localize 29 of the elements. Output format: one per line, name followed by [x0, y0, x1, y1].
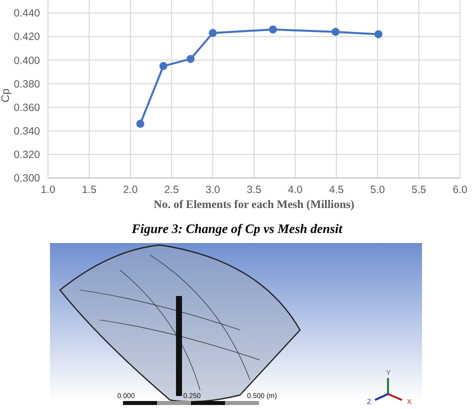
- y-tick-label: 0.320: [14, 149, 40, 162]
- y-tick-label: 0.300: [14, 172, 40, 185]
- x-tick-label: 4.0: [288, 184, 303, 196]
- point: [208, 29, 217, 38]
- y-axis-title: Cp: [0, 88, 12, 103]
- x-tick-label: 5.5: [411, 184, 426, 196]
- x-tick-label: 1.5: [82, 184, 97, 196]
- y-tick-label: 0.440: [14, 8, 40, 20]
- y-tick-label: 0.420: [14, 31, 40, 44]
- y-tick-label: 0.340: [14, 126, 40, 138]
- point: [159, 62, 168, 70]
- point: [186, 54, 195, 63]
- y-tick-label: 0.360: [14, 102, 40, 114]
- y-tick-label: 0.380: [14, 78, 40, 90]
- x-tick-label: 2.5: [164, 184, 180, 196]
- x-tick-label: 5.0: [370, 184, 386, 196]
- x-tick-label: 6.0: [452, 184, 468, 196]
- x-axis-title: No. of Elements for each Mesh (Millions): [154, 199, 355, 211]
- x-tick-label: 2.0: [123, 184, 138, 196]
- point: [374, 30, 382, 38]
- caption: Figure 3: Change of Cp vs Mesh densit: [130, 221, 343, 236]
- point: [332, 28, 340, 36]
- x-tick-label: 1.0: [40, 184, 56, 196]
- x-tick-label: 4.5: [329, 184, 344, 196]
- x-tick-label: 3.0: [205, 184, 220, 196]
- point: [136, 120, 144, 128]
- y-tick-label: 0.400: [14, 54, 40, 67]
- point: [268, 26, 277, 34]
- x-tick-label: 3.5: [246, 184, 262, 196]
